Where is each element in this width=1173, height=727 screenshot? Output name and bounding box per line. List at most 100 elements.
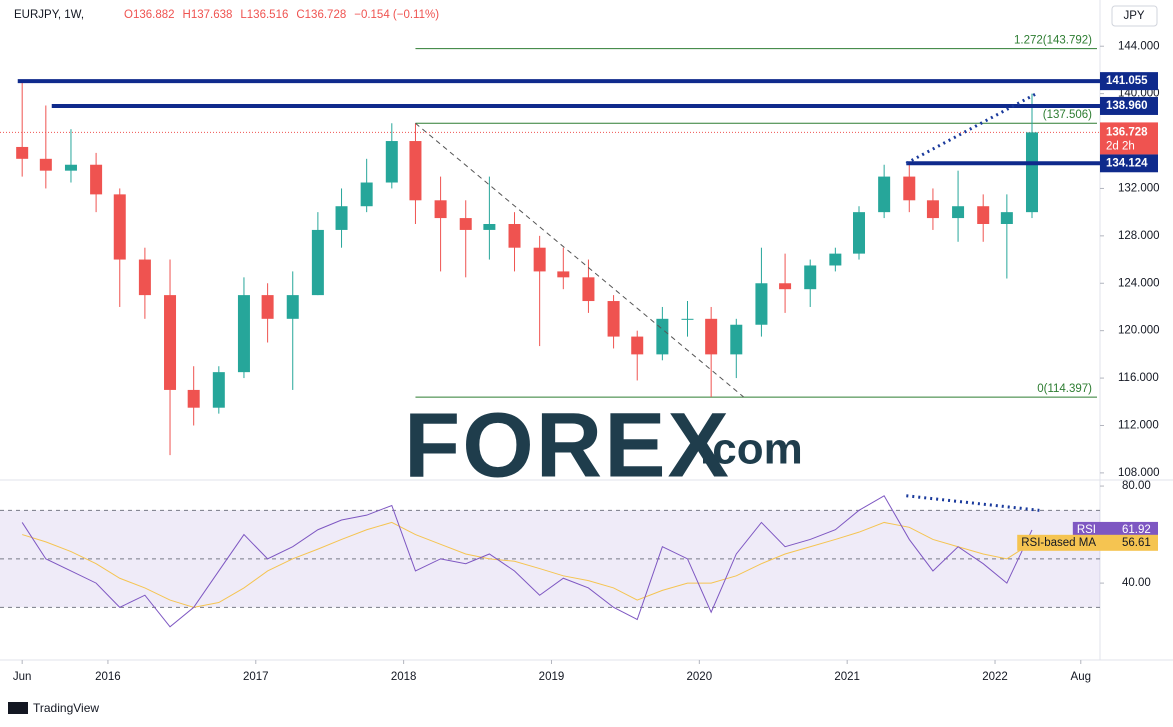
fib-label: 0(114.397) bbox=[1037, 383, 1092, 395]
trendline bbox=[906, 494, 1040, 512]
trendline bbox=[905, 92, 1038, 165]
last-price-label: 136.728 bbox=[1106, 126, 1148, 138]
rsi-name-bg bbox=[1072, 521, 1100, 538]
ohlc-value: O136.882 bbox=[124, 9, 175, 21]
candle-body bbox=[952, 206, 965, 219]
countdown: 2d 2h bbox=[1106, 140, 1135, 152]
candle-body bbox=[385, 141, 398, 183]
candle-body bbox=[829, 253, 842, 266]
candle-body bbox=[90, 164, 103, 195]
ohlc-value: L136.516 bbox=[240, 9, 288, 21]
y-tick-label: 120.000 bbox=[1118, 325, 1160, 337]
candle-body bbox=[138, 259, 151, 296]
rsi-name-bg bbox=[1017, 534, 1100, 551]
rsi-value-bg bbox=[1100, 521, 1158, 538]
candle-body bbox=[39, 158, 52, 171]
x-tick-label: Aug bbox=[1071, 671, 1091, 683]
x-tick-label: 2017 bbox=[243, 671, 269, 683]
candle-body bbox=[607, 301, 620, 337]
ohlc-value: C136.728 bbox=[296, 9, 346, 21]
rsi-line bbox=[21, 495, 1033, 628]
rsi-name: RSI bbox=[1077, 524, 1096, 536]
candle-body bbox=[483, 224, 496, 230]
fib-label: (137.506) bbox=[1043, 109, 1092, 121]
candle-body bbox=[335, 206, 348, 230]
y-tick-label: 140.000 bbox=[1118, 88, 1160, 100]
candle-body bbox=[164, 295, 177, 390]
last-price-badge bbox=[1100, 122, 1158, 155]
candle-body bbox=[631, 336, 644, 355]
watermark-brand: FOREX bbox=[404, 394, 731, 496]
x-tick-label: 2022 bbox=[982, 671, 1008, 683]
candle-body bbox=[853, 212, 866, 254]
candle-body bbox=[730, 324, 743, 355]
x-tick-label: 2021 bbox=[834, 671, 860, 683]
footer: TradingView bbox=[33, 701, 99, 715]
candle-body bbox=[926, 200, 939, 219]
candle-body bbox=[582, 277, 595, 302]
y-tick-label: 144.000 bbox=[1118, 40, 1160, 52]
candle-body bbox=[459, 218, 472, 230]
symbol: EURJPY, 1W, bbox=[14, 9, 84, 21]
x-tick-label: Jun bbox=[13, 671, 32, 683]
candle-body bbox=[1000, 212, 1013, 224]
rsi-band bbox=[0, 510, 1100, 608]
x-tick-label: 2018 bbox=[391, 671, 417, 683]
candle-body bbox=[311, 229, 324, 296]
candle-body bbox=[508, 224, 521, 248]
y-tick-label: 124.000 bbox=[1118, 277, 1160, 289]
candle-body bbox=[64, 164, 77, 171]
x-tick-label: 2019 bbox=[539, 671, 565, 683]
fib-label: 1.272(143.792) bbox=[1014, 35, 1092, 47]
level-label: 141.055 bbox=[1106, 75, 1148, 87]
ohlc-value: H137.638 bbox=[183, 9, 233, 21]
candle-body bbox=[261, 295, 274, 319]
candle-body bbox=[681, 318, 694, 320]
tv-logo bbox=[8, 702, 28, 714]
candle-body bbox=[755, 283, 768, 325]
level-badge bbox=[1100, 96, 1158, 115]
currency: JPY bbox=[1123, 10, 1144, 22]
currency-box[interactable] bbox=[1111, 5, 1158, 27]
y-tick-label: 116.000 bbox=[1118, 372, 1159, 384]
candle-body bbox=[434, 200, 447, 219]
candle-body bbox=[977, 206, 990, 224]
candle-body bbox=[113, 194, 126, 260]
candle-body bbox=[705, 318, 718, 355]
y-tick-label: 108.000 bbox=[1118, 467, 1160, 479]
y-tick-label: 112.000 bbox=[1118, 420, 1159, 432]
rsi-name: RSI-based MA bbox=[1021, 537, 1096, 549]
rsi-ma-line bbox=[22, 521, 1033, 608]
candle-body bbox=[878, 176, 891, 213]
candle-body bbox=[779, 283, 792, 290]
rsi-value: 61.92 bbox=[1122, 524, 1151, 536]
x-tick-label: 2016 bbox=[95, 671, 121, 683]
candle-body bbox=[237, 295, 250, 373]
ohlc-value: −0.154 (−0.11%) bbox=[354, 9, 439, 21]
candle-body bbox=[360, 182, 373, 207]
rsi-value-bg bbox=[1100, 534, 1158, 551]
level-label: 138.960 bbox=[1106, 100, 1148, 112]
x-tick-label: 2020 bbox=[687, 671, 713, 683]
level-badge bbox=[1100, 154, 1158, 173]
rsi-tick-label: 40.00 bbox=[1122, 577, 1151, 589]
candle-body bbox=[804, 265, 817, 290]
candle-body bbox=[409, 141, 422, 201]
candle-body bbox=[557, 271, 570, 278]
candle-body bbox=[533, 247, 546, 272]
level-badge bbox=[1100, 72, 1158, 91]
rsi-tick-label: 80.00 bbox=[1122, 480, 1151, 492]
y-tick-label: 128.000 bbox=[1118, 230, 1160, 242]
candle-body bbox=[656, 318, 669, 355]
candle-body bbox=[903, 176, 916, 201]
y-tick-label: 132.000 bbox=[1118, 182, 1160, 194]
candle-body bbox=[16, 146, 29, 159]
rsi-value: 56.61 bbox=[1122, 537, 1151, 549]
candle-body bbox=[212, 372, 225, 408]
candle-body bbox=[187, 389, 200, 408]
watermark-suffix: .com bbox=[700, 425, 803, 474]
candle-body bbox=[286, 295, 299, 319]
level-label: 134.124 bbox=[1106, 157, 1148, 169]
